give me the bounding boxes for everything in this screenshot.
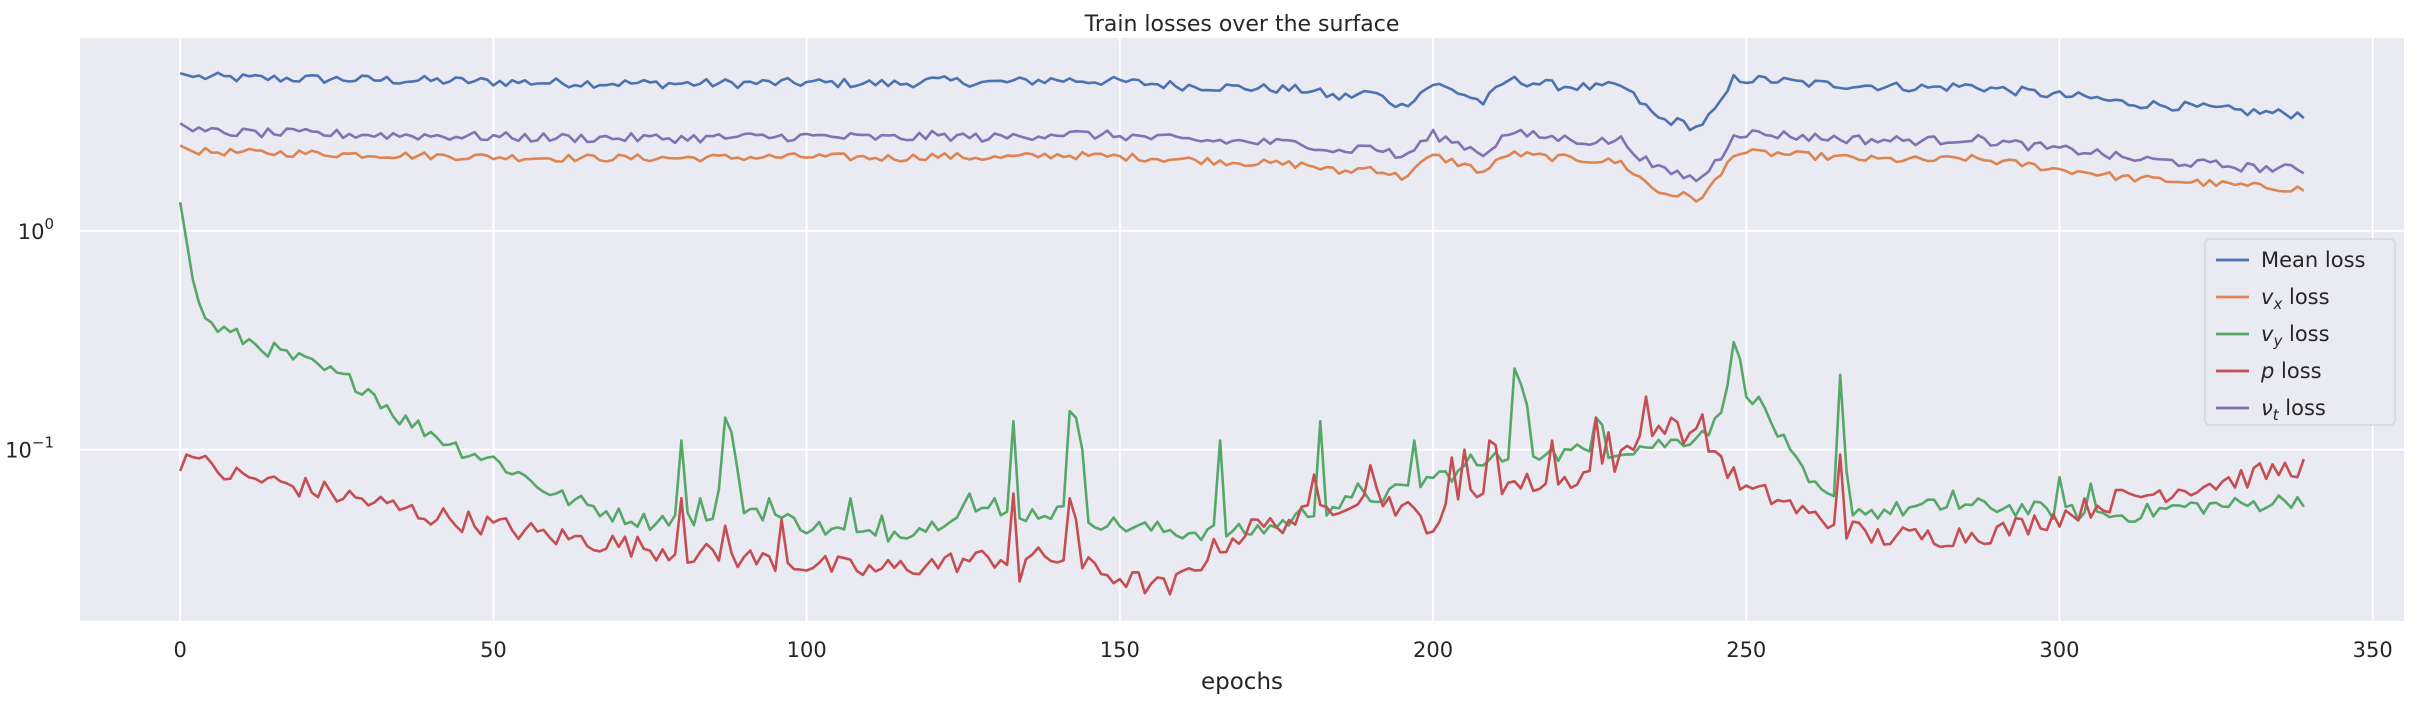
x-tick-label: 300 bbox=[2039, 638, 2079, 662]
y-axis-ticks: 100 10−1 bbox=[5, 215, 54, 463]
y-tick-label: 100 bbox=[18, 215, 54, 244]
series-line-3 bbox=[178, 395, 2306, 596]
plot-background bbox=[80, 38, 2404, 621]
x-axis-label: epochs bbox=[1201, 669, 1283, 695]
series-line-2 bbox=[178, 202, 2305, 543]
series-layer bbox=[178, 71, 2306, 596]
legend: Mean loss vx loss vy loss p loss νt loss bbox=[2204, 238, 2396, 426]
x-tick-label: 100 bbox=[787, 638, 827, 662]
x-axis-ticks: 0 50 100 150 200 250 300 350 bbox=[174, 638, 2393, 662]
series-line-0 bbox=[179, 71, 2305, 132]
y-tick-label: 10−1 bbox=[5, 434, 54, 463]
legend-label: vy loss bbox=[2261, 322, 2330, 350]
legend-label: Mean loss bbox=[2261, 248, 2365, 272]
legend-box bbox=[2204, 238, 2396, 426]
legend-label: vx loss bbox=[2261, 285, 2330, 313]
legend-label: p loss bbox=[2260, 359, 2322, 383]
x-tick-label: 150 bbox=[1100, 638, 1140, 662]
series-line-1 bbox=[179, 144, 2305, 203]
x-tick-label: 350 bbox=[2353, 638, 2393, 662]
x-tick-label: 0 bbox=[174, 638, 187, 662]
x-tick-label: 200 bbox=[1413, 638, 1453, 662]
legend-label: νt loss bbox=[2261, 396, 2326, 424]
series-line-4 bbox=[179, 122, 2305, 183]
x-tick-label: 50 bbox=[480, 638, 507, 662]
chart-title: Train losses over the surface bbox=[1084, 12, 1400, 37]
x-tick-label: 250 bbox=[1726, 638, 1766, 662]
